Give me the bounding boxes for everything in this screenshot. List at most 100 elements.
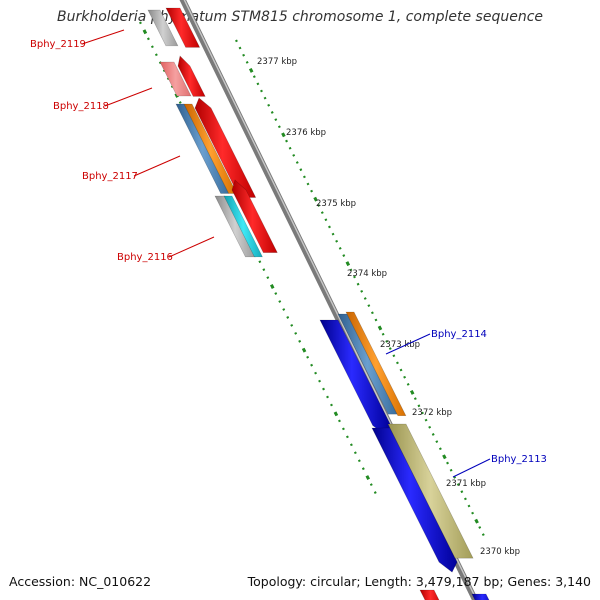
- minor-tick: [338, 247, 342, 250]
- minor-tick: [292, 153, 296, 157]
- minor-tick: [481, 533, 485, 537]
- inner-minor-tick: [349, 443, 353, 447]
- gene-bphy-2118-pink: [159, 61, 192, 97]
- leader-line: [385, 333, 431, 355]
- label-leaders: [81, 29, 491, 478]
- minor-tick: [406, 382, 410, 386]
- inner-minor-tick: [178, 101, 182, 104]
- tick-label: 2376 kbp: [286, 128, 326, 138]
- minor-tick: [417, 404, 421, 408]
- gene-bphy-2113: [371, 427, 458, 573]
- major-tick: [474, 518, 479, 524]
- minor-tick: [413, 397, 417, 401]
- gene-label: Bphy_2116: [117, 252, 173, 263]
- minor-tick: [335, 239, 339, 243]
- minor-tick: [370, 311, 374, 315]
- minor-tick: [435, 440, 439, 443]
- minor-tick: [274, 118, 278, 121]
- inner-minor-tick: [342, 427, 345, 431]
- major-tick: [345, 261, 351, 267]
- inner-minor-tick: [266, 276, 270, 280]
- gene-label: Bphy_2118: [53, 101, 109, 112]
- minor-tick: [456, 483, 460, 486]
- minor-tick: [288, 146, 292, 150]
- minor-tick: [446, 461, 449, 465]
- inner-minor-tick: [338, 419, 341, 423]
- minor-tick: [478, 526, 482, 529]
- minor-tick: [242, 53, 246, 57]
- tick-label: 2377 kbp: [257, 57, 297, 67]
- leader-line: [133, 155, 181, 177]
- leader-line: [168, 236, 215, 258]
- inner-major-tick: [270, 284, 275, 289]
- gene-bphy-2119-grey: [147, 9, 179, 47]
- minor-tick: [438, 447, 442, 451]
- accession-text: Accession: NC_010622: [9, 574, 152, 589]
- inner-minor-tick: [298, 339, 302, 343]
- minor-tick: [245, 60, 249, 64]
- minor-tick: [306, 182, 310, 186]
- gene-label: Bphy_2119: [30, 39, 86, 50]
- minor-tick: [260, 89, 263, 93]
- inner-minor-tick: [274, 292, 278, 295]
- tick-label: 2372 kbp: [412, 408, 452, 418]
- major-tick: [248, 67, 254, 73]
- topology-text: Topology: circular; Length: 3,479,187 bp…: [247, 574, 591, 589]
- minor-tick: [396, 361, 399, 365]
- inner-minor-tick: [286, 316, 290, 319]
- minor-tick: [367, 304, 371, 308]
- major-tick: [409, 389, 415, 395]
- major-tick: [313, 196, 318, 202]
- minor-tick: [374, 318, 378, 322]
- gene-bottom-red: [419, 589, 440, 600]
- major-tick: [442, 454, 447, 460]
- inner-minor-tick: [146, 37, 150, 41]
- minor-tick: [238, 46, 242, 50]
- minor-tick: [460, 490, 464, 494]
- minor-tick: [252, 75, 256, 79]
- minor-tick: [467, 504, 471, 508]
- major-tick: [281, 132, 286, 138]
- minor-tick: [463, 497, 467, 501]
- inner-minor-tick: [326, 395, 329, 399]
- inner-minor-tick: [278, 300, 282, 303]
- gene-bphy-2117-steel: [175, 103, 230, 194]
- inner-minor-tick: [357, 459, 361, 463]
- major-tick: [377, 325, 383, 331]
- inner-minor-tick: [353, 451, 357, 455]
- minor-tick: [349, 268, 353, 272]
- minor-tick: [342, 254, 346, 257]
- leader-line: [81, 29, 125, 45]
- leader-line: [452, 458, 491, 478]
- minor-tick: [331, 232, 335, 236]
- inner-minor-tick: [290, 324, 294, 327]
- tick-track: 2377 kbp 2376 kbp 2375 kbp 2374 kbp 2373 kbp…: [139, 21, 520, 557]
- minor-tick: [399, 368, 403, 372]
- minor-tick: [263, 96, 267, 100]
- minor-tick: [363, 297, 367, 300]
- gene-bphy-2116-cyan: [223, 195, 263, 258]
- minor-tick: [353, 275, 356, 279]
- minor-tick: [431, 433, 435, 436]
- minor-tick: [267, 103, 271, 107]
- inner-minor-tick: [139, 21, 142, 25]
- gene-bphy-2116: [231, 179, 278, 253]
- minor-tick: [392, 354, 396, 358]
- inner-minor-tick: [345, 435, 349, 439]
- tick-label: 2374 kbp: [347, 269, 387, 279]
- inner-minor-tick: [150, 45, 154, 49]
- minor-tick: [285, 139, 288, 143]
- gene-label: Bphy_2113: [491, 454, 547, 465]
- minor-tick: [421, 411, 424, 415]
- inner-minor-tick: [373, 491, 377, 494]
- minor-tick: [295, 161, 299, 164]
- minor-tick: [277, 125, 281, 129]
- minor-tick: [317, 204, 321, 207]
- inner-minor-tick: [294, 331, 298, 335]
- inner-minor-tick: [314, 371, 318, 375]
- tick-label: 2373 kbp: [380, 340, 420, 350]
- minor-tick: [270, 111, 274, 114]
- inner-major-tick: [142, 29, 148, 35]
- minor-tick: [310, 189, 314, 193]
